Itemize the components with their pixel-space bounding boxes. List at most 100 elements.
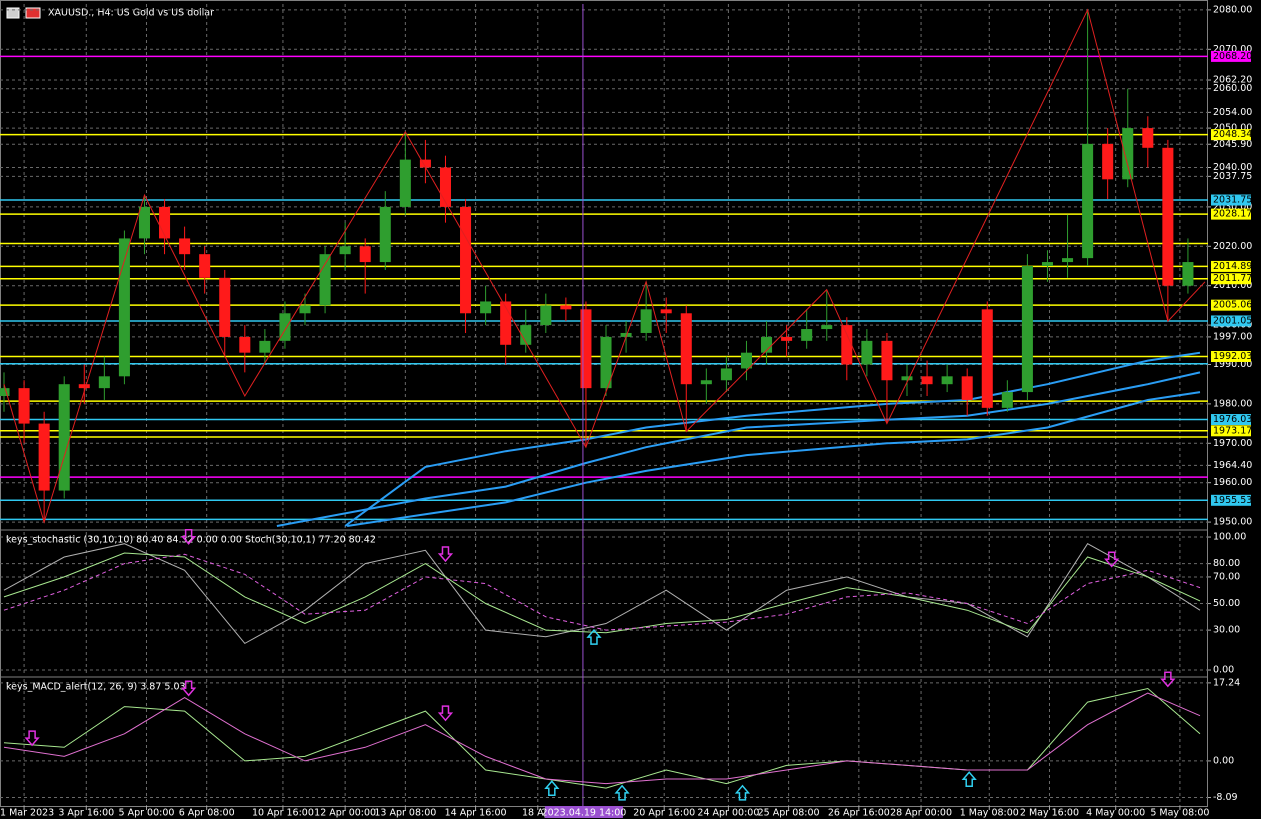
level-label-box [1211,299,1251,311]
x-tick-label: 28 Apr 00:00 [890,808,952,819]
candle-body [921,376,933,385]
candle-body [761,336,773,353]
candle-body [460,206,472,314]
y-tick-label: 2040.00 [1213,162,1252,173]
signal-arrow [24,730,40,747]
y-tick-label: 1990.00 [1213,359,1252,370]
level-label-box [1211,425,1251,437]
level-label: 2011.77 [1213,273,1252,284]
plot-layer: 31 Mar 2023 3 Apr 16:00 5 Apr 00:00 6 Apr 0… [0,4,1252,819]
y-tick-label: 2030.00 [1213,201,1252,212]
y-tick-label: 1950.00 [1213,517,1252,528]
crosshair-label-box [544,806,623,818]
crosshair-label: 2023.04.19 14:00 [542,808,627,819]
candle-body [1162,147,1174,286]
level-label: 2068.20 [1213,51,1252,62]
candle-body [841,325,853,365]
x-tick-label: 26 Apr 16:00 [828,808,890,819]
y-tick-label: 2045.90 [1213,139,1252,150]
x-tick-label: 31 Mar 2023 [0,808,54,819]
x-tick-label: 14 Apr 16:00 [445,808,507,819]
level-label-box [1211,350,1251,362]
signal-arrow [1104,551,1120,568]
candle-body [199,254,211,278]
candle-body [881,340,893,381]
signal-arrow [734,784,751,801]
zigzag [3,8,1206,524]
signal-arrow [437,546,454,563]
candle-body [480,301,492,314]
candle-body [299,305,311,314]
level-label: 2031.75 [1213,195,1252,206]
candle-body [500,301,512,345]
candle-body [379,206,391,263]
candle-body [700,380,712,385]
level-label: 2005.06 [1213,300,1252,311]
x-tick-label: 2 May 16:00 [1020,808,1079,819]
indicator-line [3,553,1201,631]
y-tick-label: 2037.75 [1213,171,1252,182]
candle-body [259,340,271,353]
candle-body [580,309,592,389]
moving-average [344,351,1201,527]
candle-body [540,305,552,326]
level-label: 2001.05 [1213,315,1252,326]
y-tick-label: 0.00 [1213,665,1234,676]
candle-body [0,388,10,397]
x-tick-label: 25 Apr 08:00 [758,808,820,819]
level-label: 1955.53 [1213,495,1252,506]
x-tick-label: 5 May 08:00 [1150,808,1209,819]
y-tick-label: 1970.00 [1213,438,1252,449]
candle-body [279,313,291,341]
x-tick-label: 20 Apr 16:00 [633,808,695,819]
y-tick-label: 1997.00 [1213,331,1252,342]
candle-body [600,336,612,389]
level-label-box [1211,260,1251,272]
candle-body [359,246,371,263]
candle-body [941,376,953,385]
x-tick-label: 1 May 08:00 [960,808,1019,819]
candle-body [18,388,30,424]
candle-body [781,336,793,341]
candle-body [620,332,632,337]
candle-body [1041,262,1053,266]
candle-body [1122,128,1134,180]
x-tick-label: 6 Apr 08:00 [179,808,235,819]
chart-title: XAUUSD., H4: US Gold vs US dollar [48,8,214,19]
candle-body [660,309,672,314]
level-label: 2014.89 [1213,261,1252,272]
candle-body [219,277,231,337]
chart-icon[interactable] [25,7,41,19]
signal-arrow [586,628,602,645]
signal-arrow [961,771,977,787]
y-tick-label: 50.00 [1213,598,1240,609]
indicator-title: keys_MACD_alert(12, 26, 9) 3.87 5.03 [6,682,186,693]
candle-body [560,305,572,310]
y-tick-label: 1980.00 [1213,398,1252,409]
level-label-box [1211,315,1251,327]
y-tick-label: 80.00 [1213,558,1240,569]
candle-body [1082,143,1094,259]
candle-body [319,254,331,306]
level-label-box [1211,194,1251,206]
signal-arrow [1160,671,1176,688]
candle-body [1001,392,1013,408]
level-label-box [1211,129,1251,141]
level-label: 2028.17 [1213,209,1252,220]
candle-body [861,340,873,365]
candle-body [78,384,90,389]
candle-body [138,206,150,239]
y-tick-label: 2010.00 [1213,280,1252,291]
candle-body [339,246,351,255]
level-label-box [1211,494,1251,506]
level-label: 1973.17 [1213,425,1252,436]
x-tick-label: 5 Apr 00:00 [119,808,175,819]
candle-body [118,238,130,377]
indicator-line [3,552,1201,634]
candle-body [801,329,813,341]
menu-icon[interactable] [6,7,20,19]
candle-body [740,352,752,369]
level-label: 2048.34 [1213,129,1252,140]
level-label-box [1211,50,1251,62]
